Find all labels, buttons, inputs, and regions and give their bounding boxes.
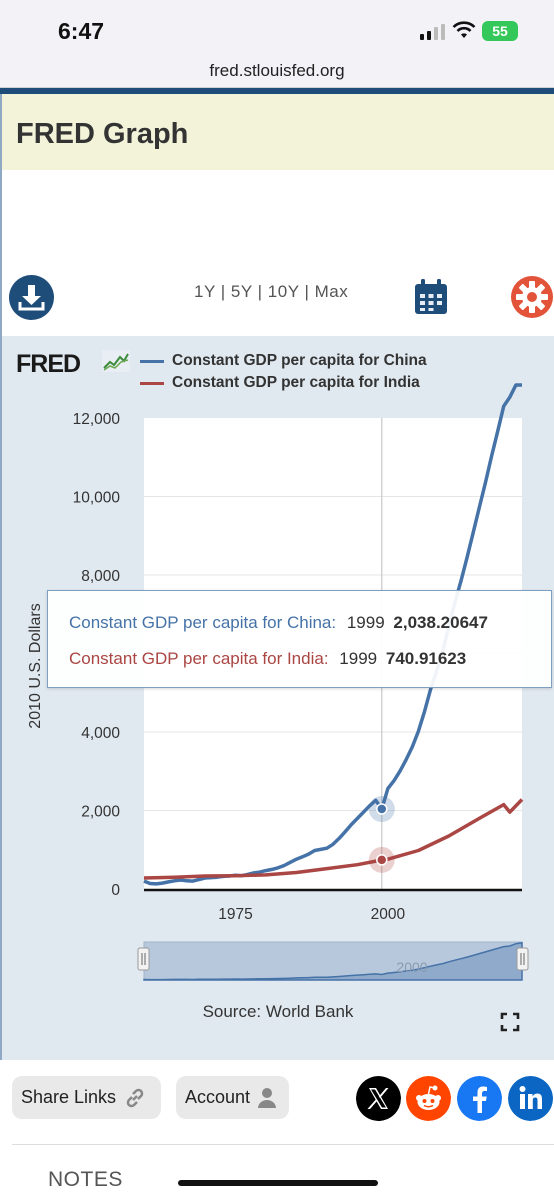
legend-swatch-china	[140, 359, 164, 363]
date-range-selector: 1Y | 5Y | 10Y | Max	[194, 282, 348, 302]
tooltip-label-china: Constant GDP per capita for China:	[69, 613, 337, 632]
tooltip-value-china: 2,038.20647	[393, 613, 488, 632]
user-icon	[258, 1087, 277, 1108]
range-separator: |	[220, 282, 226, 301]
chart-legend: Constant GDP per capita for China Consta…	[140, 350, 427, 394]
page-edge	[0, 94, 2, 1199]
bottom-bar: Share Links Account	[0, 1060, 554, 1199]
navigator-handle-left[interactable]	[137, 947, 150, 971]
page-header: FRED Graph	[0, 94, 554, 170]
notes-heading[interactable]: NOTES	[48, 1168, 123, 1191]
tooltip-value-india: 740.91623	[385, 649, 467, 668]
battery-indicator: 55	[482, 21, 518, 41]
link-icon	[126, 1088, 144, 1107]
y-tick-label: 8,000	[81, 568, 120, 585]
wifi-icon	[452, 21, 476, 38]
y-tick-label: 10,000	[73, 490, 121, 507]
download-icon	[18, 285, 45, 311]
facebook-icon[interactable]	[457, 1076, 502, 1121]
calendar-icon[interactable]	[414, 279, 448, 315]
range-separator: |	[304, 282, 310, 301]
chart-panel: FRED Constant GDP per capita for China C…	[2, 336, 554, 1060]
range-1y[interactable]: 1Y	[194, 282, 216, 301]
account-label: Account	[185, 1087, 251, 1107]
notes-divider	[12, 1144, 554, 1145]
legend-swatch-india	[140, 381, 164, 385]
page-title: FRED Graph	[16, 118, 189, 150]
tooltip-row-china: Constant GDP per capita for China: 1999 …	[69, 613, 488, 633]
share-links-label: Share Links	[21, 1087, 117, 1107]
fred-logo-chart-icon	[102, 350, 130, 372]
share-links-button[interactable]: Share Links	[12, 1076, 161, 1119]
y-tick-label: 0	[111, 882, 120, 899]
range-max[interactable]: Max	[314, 282, 349, 301]
url-bar[interactable]: fred.stlouisfed.org	[0, 58, 554, 88]
tooltip-year-india: 1999	[339, 649, 378, 668]
clock: 6:47	[58, 18, 105, 44]
y-tick-label: 12,000	[73, 411, 121, 428]
x-icon[interactable]	[356, 1076, 401, 1121]
series-line-china	[143, 383, 522, 886]
reddit-icon[interactable]	[406, 1076, 451, 1121]
linkedin-icon[interactable]	[508, 1076, 553, 1121]
series-line-india	[143, 798, 524, 880]
x-tick-label: 1975	[218, 906, 252, 923]
home-indicator	[178, 1180, 378, 1186]
navigator-tick-label: 2000	[396, 959, 427, 975]
y-tick-label: 4,000	[81, 725, 120, 742]
range-separator: |	[257, 282, 263, 301]
gear-icon[interactable]	[510, 275, 554, 319]
chart-source: Source: World Bank	[202, 1002, 354, 1021]
legend-label-india: Constant GDP per capita for India	[172, 374, 420, 391]
highlight-point-china	[376, 803, 388, 815]
account-button[interactable]: Account	[176, 1076, 289, 1119]
x-tick-label: 2000	[371, 906, 406, 923]
highlight-point-india	[376, 854, 388, 866]
legend-item-china[interactable]: Constant GDP per capita for China	[140, 350, 427, 372]
top-border	[0, 88, 554, 94]
range-5y[interactable]: 5Y	[230, 282, 253, 301]
status-bar: 6:47 55	[0, 0, 554, 58]
line-chart[interactable]: 0 2,000 4,000 8,000 10,000 12,000 1975 2000 2010…	[2, 336, 554, 1060]
navigator-handle-right[interactable]	[516, 947, 529, 971]
tooltip-row-india: Constant GDP per capita for India: 1999 …	[69, 649, 466, 669]
y-axis-label: 2010 U.S. Dollars	[27, 603, 44, 728]
legend-item-india[interactable]: Constant GDP per capita for India	[140, 372, 427, 394]
legend-label-china: Constant GDP per capita for China	[172, 352, 427, 369]
y-tick-label: 2,000	[81, 804, 120, 821]
fullscreen-icon[interactable]	[500, 1012, 520, 1032]
fred-logo: FRED	[16, 350, 81, 378]
range-10y[interactable]: 10Y	[267, 282, 300, 301]
graph-toolbar: 1Y | 5Y | 10Y | Max	[0, 262, 554, 334]
tooltip-year-china: 1999	[346, 613, 385, 632]
cellular-signal-icon	[420, 24, 445, 40]
tooltip-label-india: Constant GDP per capita for India:	[69, 649, 329, 668]
download-button[interactable]	[9, 275, 54, 320]
chart-tooltip: Constant GDP per capita for China: 1999 …	[47, 590, 552, 688]
navigator-series	[143, 941, 523, 981]
